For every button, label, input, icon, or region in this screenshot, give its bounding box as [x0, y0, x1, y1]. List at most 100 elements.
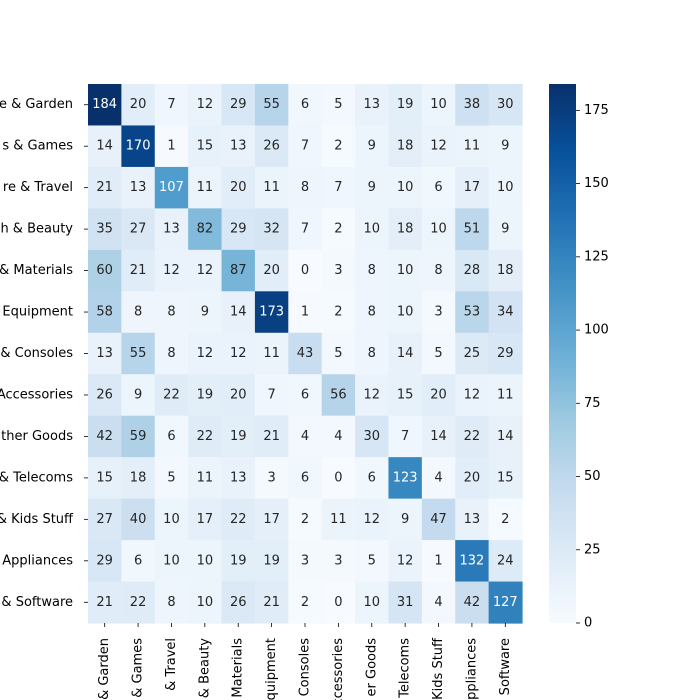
cell-value: 11: [263, 346, 280, 361]
cell-value: 184: [92, 97, 117, 112]
heatmap-cell: [355, 166, 390, 209]
column-label: Consoles: [298, 638, 313, 697]
heatmap-cell: [421, 166, 456, 209]
cell-value: 20: [263, 263, 280, 278]
heatmap-cell: [88, 540, 122, 583]
cell-value: 29: [230, 97, 247, 112]
heatmap-cell: [254, 291, 289, 334]
heatmap-cell: [88, 125, 122, 168]
column-label: & Games: [131, 638, 146, 698]
cell-value: 4: [334, 429, 342, 444]
cell-value: 17: [464, 180, 481, 195]
heatmap-cell: [188, 457, 223, 500]
cell-value: 10: [197, 553, 214, 568]
colorbar-tick-label: 0: [584, 616, 592, 631]
row-label: ther Goods: [1, 429, 73, 444]
heatmap-cell: [88, 498, 122, 541]
heatmap-cell: [288, 457, 323, 500]
heatmap-cell: [321, 457, 356, 500]
cell-value: 12: [163, 263, 180, 278]
heatmap-cell: [254, 125, 289, 168]
heatmap-cell: [288, 498, 323, 541]
cell-value: 173: [259, 305, 284, 320]
cell-value: 9: [501, 222, 509, 237]
cell-value: 42: [464, 595, 481, 610]
row-label: & Consoles: [0, 346, 73, 361]
cell-value: 8: [368, 305, 376, 320]
heatmap-cell: [121, 498, 156, 541]
cell-value: 13: [230, 470, 247, 485]
cell-value: 22: [464, 429, 481, 444]
column-label: Materials: [231, 638, 246, 698]
column-tick-labels: & Garden & Games & Travel & Beauty Materials…: [97, 623, 513, 700]
cell-value: 13: [130, 180, 147, 195]
heatmap-cell: [188, 84, 223, 127]
heatmap-cell: [388, 581, 423, 624]
cell-value: 22: [163, 387, 180, 402]
cell-value: 20: [430, 387, 447, 402]
cell-value: 9: [201, 305, 209, 320]
heatmap-cell: [221, 208, 256, 251]
cell-value: 14: [96, 139, 113, 154]
heatmap-cell: [421, 208, 456, 251]
cell-value: 43: [297, 346, 314, 361]
cell-value: 10: [163, 553, 180, 568]
heatmap-cell: [355, 581, 390, 624]
cell-value: 10: [397, 305, 414, 320]
cell-value: 9: [368, 180, 376, 195]
cell-value: 26: [96, 387, 113, 402]
heatmap-cell: [321, 125, 356, 168]
heatmap-cell: [88, 208, 122, 251]
cell-value: 10: [163, 512, 180, 527]
heatmap-cell: [88, 84, 122, 127]
heatmap-cell: [488, 374, 523, 417]
cell-value: 170: [126, 139, 151, 154]
row-label: Equipment: [2, 305, 73, 320]
row-label: e & Garden: [0, 97, 73, 112]
cell-value: 59: [130, 429, 147, 444]
heatmap-cell: [221, 125, 256, 168]
cell-value: 87: [230, 263, 247, 278]
cell-value: 6: [134, 553, 142, 568]
heatmap-cell: [355, 291, 390, 334]
heatmap-cell: [221, 332, 256, 375]
heatmap-cell: [355, 125, 390, 168]
heatmap-cell: [221, 581, 256, 624]
heatmap-cell: [488, 291, 523, 334]
heatmap-cell: [121, 84, 156, 127]
heatmap-cell: [388, 291, 423, 334]
heatmap-cell: [488, 332, 523, 375]
heatmap-cell: [288, 249, 323, 292]
heatmap-cell: [355, 249, 390, 292]
heatmap-cell: [421, 457, 456, 500]
cell-value: 24: [497, 553, 514, 568]
cell-value: 15: [497, 470, 514, 485]
heatmap-cell: [154, 166, 189, 209]
heatmap-cell: [321, 581, 356, 624]
heatmap-cell: [455, 84, 490, 127]
cell-value: 3: [434, 305, 442, 320]
colorbar-ticks: 0 25 50 75 100 125 150 175: [576, 103, 609, 631]
heatmap-cell: [121, 581, 156, 624]
heatmap-cell: [488, 457, 523, 500]
cell-value: 27: [96, 512, 113, 527]
cell-value: 1: [301, 305, 309, 320]
heatmap-cell: [421, 332, 456, 375]
heatmap-cell: [321, 498, 356, 541]
cell-value: 22: [130, 595, 147, 610]
cell-value: 7: [167, 97, 175, 112]
heatmap-cell: [254, 166, 289, 209]
cell-value: 12: [230, 346, 247, 361]
cell-value: 7: [301, 222, 309, 237]
heatmap-cell: [388, 498, 423, 541]
cell-value: 4: [434, 470, 442, 485]
cell-value: 20: [230, 387, 247, 402]
heatmap-cell: [455, 415, 490, 458]
cell-value: 6: [167, 429, 175, 444]
cell-value: 0: [301, 263, 309, 278]
row-label: & Telecoms: [0, 470, 73, 485]
heatmap-cell: [421, 249, 456, 292]
cell-value: 20: [230, 180, 247, 195]
heatmap-cell: [154, 291, 189, 334]
heatmap-cell: [154, 540, 189, 583]
